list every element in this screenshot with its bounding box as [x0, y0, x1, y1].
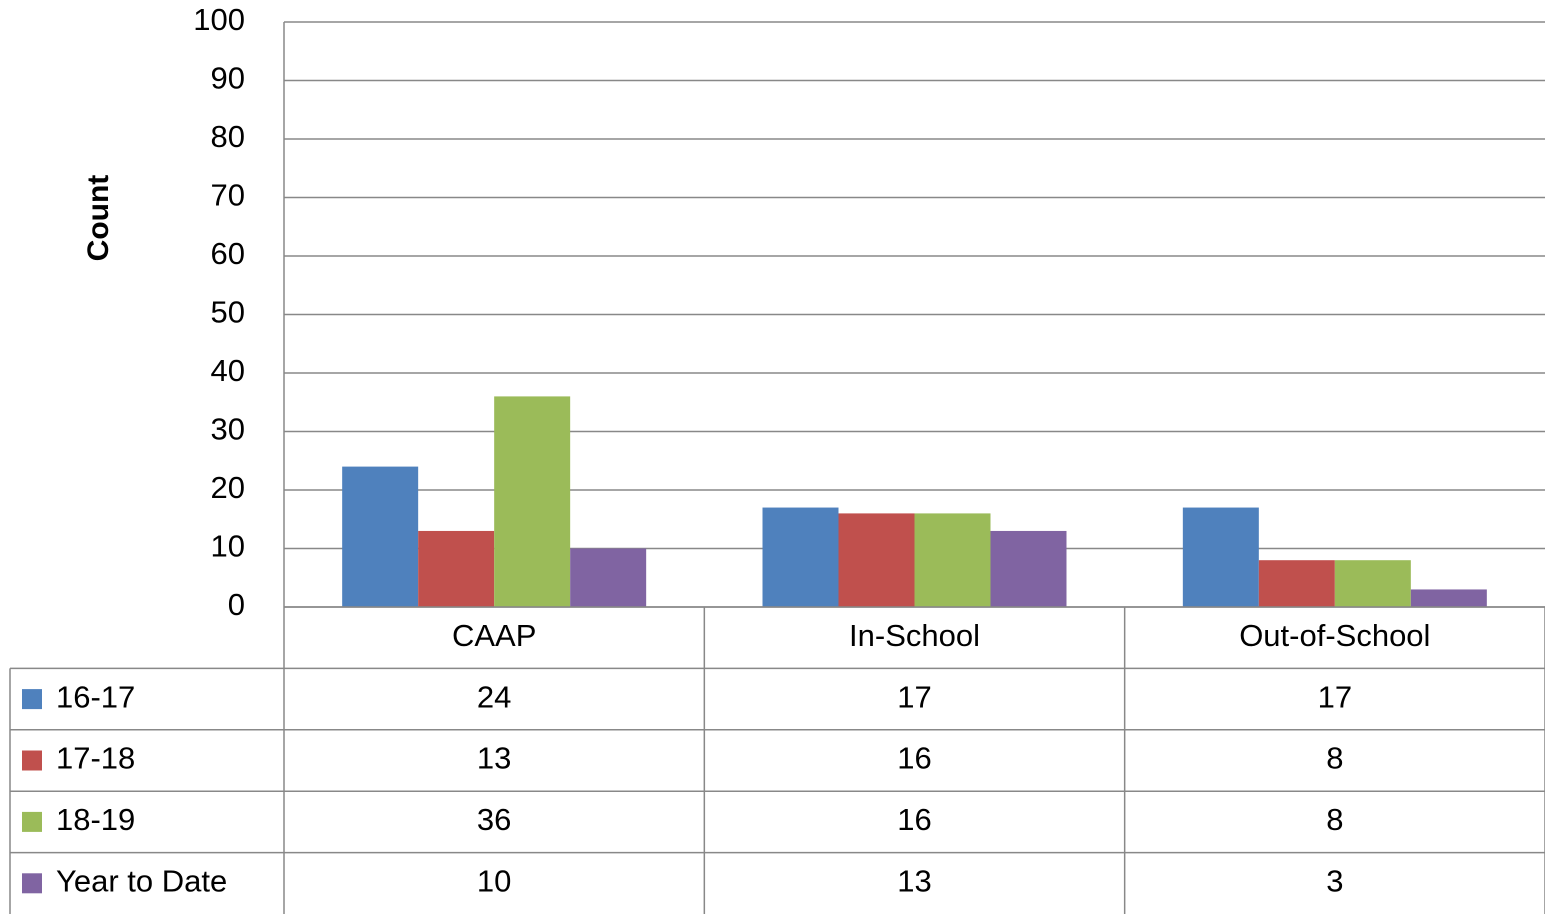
legend-label: 17-18	[56, 741, 135, 776]
legend-key	[22, 811, 42, 832]
y-axis-title: Count	[82, 175, 115, 262]
table-value: 8	[1326, 741, 1343, 776]
y-tick-label: 100	[193, 2, 245, 37]
bar	[762, 507, 839, 607]
table-value: 17	[1318, 679, 1352, 714]
y-tick-label: 80	[211, 119, 245, 154]
y-tick-label: 90	[211, 61, 245, 96]
y-tick-label: 20	[211, 470, 245, 505]
y-tick-label: 0	[228, 587, 245, 622]
bar	[1410, 589, 1487, 607]
bar	[418, 530, 495, 607]
bar	[570, 548, 647, 607]
bar	[914, 513, 991, 607]
bar	[1182, 507, 1259, 607]
y-tick-label: 30	[211, 412, 245, 447]
table-value: 13	[897, 863, 931, 898]
table-value: 17	[897, 679, 931, 714]
bar	[1334, 560, 1411, 607]
x-tick-label: Out-of-School	[1239, 618, 1430, 653]
x-tick-label: In-School	[849, 618, 980, 653]
legend-key	[22, 750, 42, 771]
bar	[342, 466, 419, 607]
table-value: 10	[477, 863, 511, 898]
bar	[1258, 560, 1335, 607]
x-tick-label: CAAP	[452, 618, 536, 653]
table-value: 36	[477, 802, 511, 837]
table-value: 24	[477, 679, 511, 714]
bar	[990, 530, 1067, 607]
bar	[838, 513, 915, 607]
bar	[494, 396, 571, 607]
y-tick-label: 70	[211, 178, 245, 213]
table-value: 16	[897, 741, 931, 776]
table-value: 16	[897, 802, 931, 837]
y-tick-label: 60	[211, 236, 245, 271]
y-tick-label: 10	[211, 529, 245, 564]
table-value: 13	[477, 741, 511, 776]
y-tick-label: 40	[211, 353, 245, 388]
legend-label: Year to Date	[56, 863, 227, 898]
y-tick-label: 50	[211, 295, 245, 330]
legend-label: 18-19	[56, 802, 135, 837]
legend-key	[22, 689, 42, 710]
table-value: 3	[1326, 863, 1343, 898]
legend-key	[22, 873, 42, 894]
legend-label: 16-17	[56, 679, 135, 714]
table-value: 8	[1326, 802, 1343, 837]
